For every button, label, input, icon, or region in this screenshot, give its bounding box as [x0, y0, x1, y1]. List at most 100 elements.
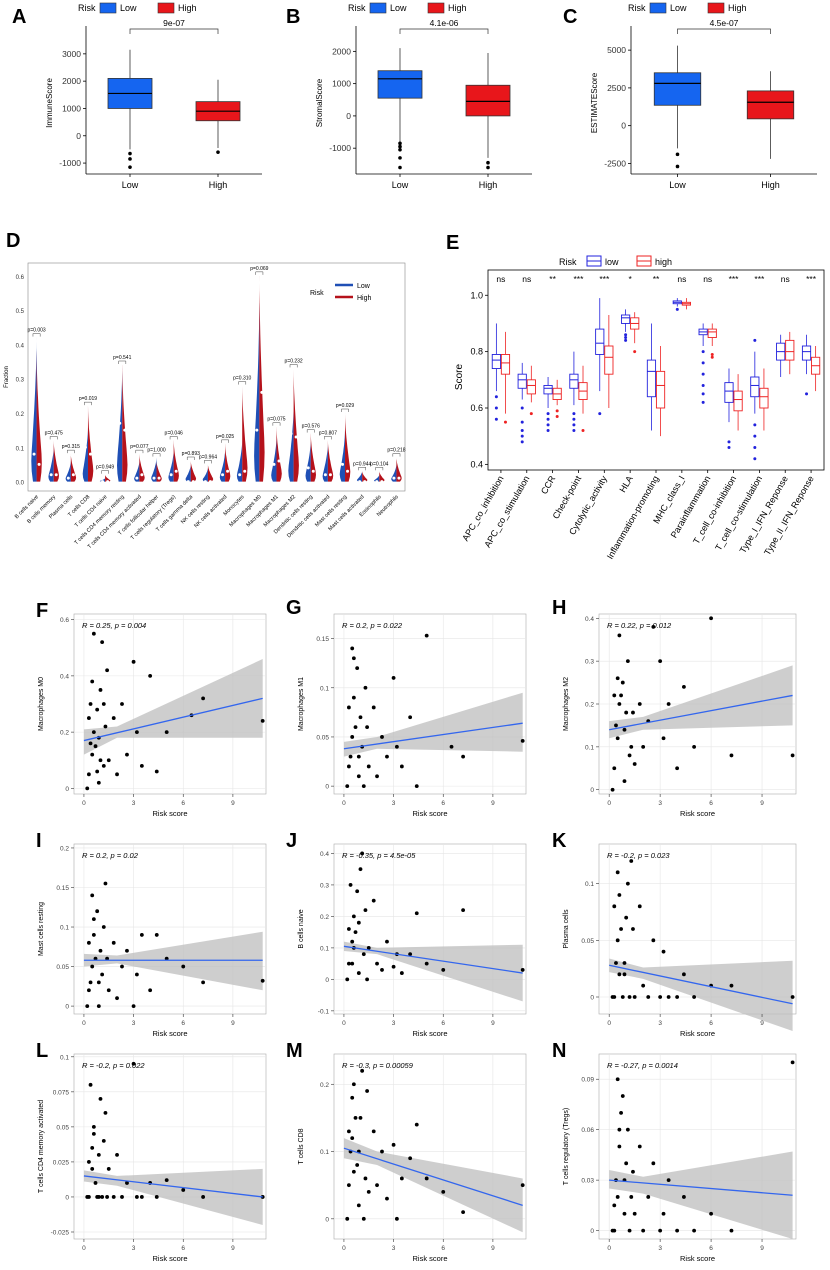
- scatter-point: [692, 744, 697, 749]
- significance-label: ns: [781, 274, 790, 284]
- legend-label-high: High: [448, 3, 467, 13]
- scatter-point: [637, 904, 642, 909]
- scatter-point: [346, 1129, 351, 1134]
- scatter-point: [101, 1138, 106, 1143]
- significance-label: ***: [599, 274, 610, 284]
- box-outlier: [753, 434, 757, 438]
- box: [646, 359, 657, 398]
- scatter-point: [641, 744, 646, 749]
- scatter-point: [96, 780, 101, 785]
- scatter-point: [86, 940, 91, 945]
- scatter-point: [424, 633, 429, 638]
- box-outlier: [555, 409, 559, 413]
- y-axis-label: T cells CD8: [298, 1128, 305, 1164]
- scatter-point: [632, 995, 637, 999]
- scatter-point: [365, 977, 370, 982]
- scatter-point: [106, 758, 111, 763]
- violin-low: [202, 467, 208, 482]
- legend-label-low: low: [605, 257, 619, 267]
- pvalue-bracket: [101, 470, 109, 474]
- box: [500, 354, 511, 375]
- pvalue-label: p=0.077: [130, 444, 148, 450]
- scatter-point: [375, 774, 379, 779]
- x-tick-label: CCR: [539, 474, 558, 496]
- y-axis-label: Fraction: [4, 366, 10, 388]
- scatter-point: [461, 908, 466, 913]
- scatter-point: [105, 1195, 110, 1199]
- x-tick-label: Type_I_IFN_Reponse: [738, 474, 790, 555]
- scatter-point: [355, 889, 360, 894]
- violin-high: [70, 454, 77, 482]
- scatter-point: [610, 995, 615, 999]
- y-tick-label: 0.2: [320, 1082, 329, 1089]
- y-tick-label: 0.4: [60, 673, 69, 680]
- x-tick-label: 6: [709, 1245, 713, 1252]
- pvalue-label: p=0.232: [285, 358, 303, 364]
- violin-high: [225, 443, 231, 482]
- pvalue-label: p=0.475: [45, 430, 63, 436]
- box-outlier: [520, 420, 524, 424]
- box-outlier: [494, 417, 498, 421]
- box-outlier: [624, 336, 628, 340]
- scatter-point: [100, 1195, 105, 1199]
- x-tick-label: High: [479, 180, 498, 190]
- y-tick-label: 2500: [607, 83, 626, 93]
- regression-line: [83, 697, 263, 742]
- scatter-point: [424, 1176, 429, 1181]
- box-outlier: [572, 412, 576, 416]
- x-tick-label: Type_II_IFN_Reponse: [762, 474, 816, 557]
- scatter-point: [131, 1061, 136, 1066]
- pvalue-bracket: [392, 453, 401, 457]
- scatter-point: [90, 1146, 95, 1150]
- panel-letter-j: J: [286, 830, 298, 852]
- chart-i-mast-cells-resting: 0 3 6 9 0 0.05 0.1 0.15 0.2 Risk score Mast cells …: [30, 840, 270, 1040]
- pvalue-label: 9e-07: [163, 18, 185, 28]
- x-tick-label: 3: [392, 1020, 396, 1027]
- violin-high: [345, 413, 351, 482]
- scatter-point: [88, 702, 93, 706]
- chart-d-immune-cell-violin: 0.0 0.1 0.2 0.3 0.4 0.5 0.6 Fraction p=0.003 B ce…: [0, 255, 445, 585]
- scatter-point: [95, 769, 100, 774]
- scatter-point: [614, 723, 618, 728]
- pvalue-label: p=0.104: [370, 461, 388, 467]
- significance-label: ***: [729, 274, 740, 284]
- scatter-point: [351, 656, 356, 661]
- pvalue-label: p=0.315: [62, 444, 80, 450]
- scatter-point: [134, 972, 139, 977]
- significance-label: ns: [703, 274, 712, 284]
- pvalue-label: p=0.029: [336, 403, 354, 409]
- violin-median-high: [226, 469, 230, 473]
- x-tick-label: 3: [658, 1245, 662, 1252]
- box: [517, 373, 527, 389]
- y-tick-label: 0: [65, 1194, 69, 1201]
- significance-label: **: [653, 274, 660, 284]
- panel-letter-k: K: [552, 830, 567, 852]
- violin-median-low: [289, 432, 293, 436]
- scatter-point: [385, 1196, 389, 1201]
- regression-line: [343, 945, 523, 974]
- scatter-point: [666, 702, 671, 706]
- x-tick-label: 3: [132, 1245, 136, 1252]
- violin-high: [379, 471, 385, 482]
- scatter-point: [260, 1195, 265, 1199]
- violin-median-low: [83, 445, 87, 449]
- scatter-point: [91, 730, 96, 735]
- x-tick-label: 3: [392, 1245, 396, 1252]
- box-outlier: [710, 355, 714, 359]
- scatter-point: [675, 1228, 680, 1233]
- legend-title: Risk: [78, 3, 96, 13]
- scatter-point: [131, 659, 136, 664]
- pvalue-bracket: [306, 429, 315, 433]
- scatter-point: [93, 1181, 98, 1185]
- box-outlier: [128, 151, 132, 156]
- regression-line: [609, 964, 793, 1005]
- x-tick-label: 0: [82, 1020, 86, 1027]
- legend-title: Risk: [628, 3, 646, 13]
- scatter-point: [666, 1178, 671, 1183]
- violin-low: [219, 450, 226, 482]
- violin-low: [356, 471, 363, 482]
- x-tick-label: 9: [491, 1245, 495, 1252]
- box-outlier: [494, 406, 498, 410]
- box-outlier: [753, 423, 757, 427]
- x-axis-label: Risk score: [152, 1254, 187, 1263]
